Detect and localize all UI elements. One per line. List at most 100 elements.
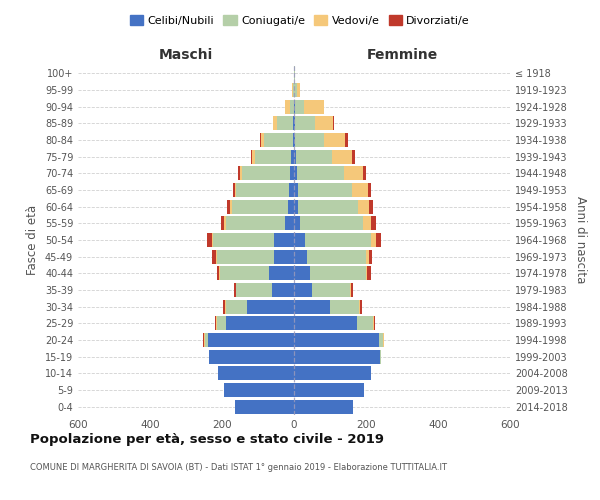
Bar (264, 133, 293, 147)
Bar (277, 116, 293, 130)
Bar (294, 200, 298, 214)
Bar (368, 183, 371, 197)
Bar (373, 316, 374, 330)
Bar (269, 266, 294, 280)
Bar (294, 183, 298, 197)
Bar (366, 250, 369, 264)
Bar (367, 266, 371, 280)
Bar (274, 116, 277, 130)
Bar (213, 233, 274, 247)
Bar (217, 250, 274, 264)
Bar (273, 116, 274, 130)
Bar (293, 133, 294, 147)
Bar (294, 283, 312, 297)
Bar (330, 300, 359, 314)
Bar (217, 316, 226, 330)
Bar (312, 283, 350, 297)
Bar (232, 200, 287, 214)
Bar (212, 250, 216, 264)
Bar (358, 200, 368, 214)
Bar (295, 133, 324, 147)
Bar (218, 366, 294, 380)
Bar (380, 350, 382, 364)
Bar (296, 150, 332, 164)
Bar (230, 200, 232, 214)
Bar (215, 316, 216, 330)
Legend: Celibi/Nubili, Coniugati/e, Vedovi/e, Divorziati/e: Celibi/Nubili, Coniugati/e, Vedovi/e, Di… (125, 10, 475, 30)
Bar (293, 116, 294, 130)
Bar (205, 333, 208, 347)
Bar (255, 150, 291, 164)
Bar (293, 83, 294, 97)
Bar (204, 333, 205, 347)
Bar (224, 216, 226, 230)
Bar (242, 166, 290, 180)
Bar (295, 116, 314, 130)
Bar (304, 100, 323, 114)
Bar (235, 183, 236, 197)
Bar (226, 216, 285, 230)
Bar (294, 66, 295, 80)
Bar (294, 383, 364, 397)
Bar (291, 150, 294, 164)
Bar (352, 150, 355, 164)
Bar (364, 166, 367, 180)
Bar (227, 200, 230, 214)
Bar (297, 83, 301, 97)
Bar (286, 100, 290, 114)
Bar (236, 183, 289, 197)
Bar (274, 233, 294, 247)
Bar (235, 400, 294, 414)
Bar (238, 166, 240, 180)
Bar (324, 133, 346, 147)
Bar (216, 250, 217, 264)
Text: Femmine: Femmine (367, 48, 437, 62)
Bar (294, 133, 295, 147)
Bar (371, 216, 376, 230)
Bar (332, 116, 334, 130)
Bar (217, 266, 220, 280)
Bar (234, 283, 236, 297)
Bar (297, 166, 344, 180)
Bar (203, 333, 204, 347)
Bar (376, 233, 381, 247)
Bar (226, 300, 247, 314)
Bar (295, 100, 304, 114)
Bar (240, 166, 242, 180)
Bar (351, 283, 353, 297)
Bar (252, 150, 255, 164)
Bar (294, 266, 310, 280)
Bar (294, 400, 353, 414)
Bar (272, 283, 294, 297)
Bar (294, 366, 371, 380)
Bar (294, 333, 379, 347)
Bar (290, 166, 294, 180)
Bar (294, 216, 301, 230)
Bar (359, 300, 360, 314)
Bar (369, 250, 373, 264)
Bar (212, 233, 213, 247)
Bar (298, 200, 358, 214)
Text: COMUNE DI MARGHERITA DI SAVOIA (BT) - Dati ISTAT 1° gennaio 2019 - Elaborazione : COMUNE DI MARGHERITA DI SAVOIA (BT) - Da… (30, 462, 447, 471)
Y-axis label: Anni di nascita: Anni di nascita (574, 196, 587, 284)
Bar (294, 350, 380, 364)
Bar (274, 250, 294, 264)
Bar (209, 350, 294, 364)
Bar (294, 83, 297, 97)
Bar (352, 183, 368, 197)
Bar (208, 333, 294, 347)
Bar (287, 200, 294, 214)
Bar (294, 300, 330, 314)
Bar (224, 383, 294, 397)
Bar (285, 216, 294, 230)
Bar (371, 233, 376, 247)
Bar (314, 116, 332, 130)
Bar (260, 133, 264, 147)
Bar (294, 166, 297, 180)
Bar (251, 150, 252, 164)
Bar (307, 250, 366, 264)
Text: Popolazione per età, sesso e stato civile - 2019: Popolazione per età, sesso e stato civil… (30, 432, 384, 446)
Bar (344, 166, 364, 180)
Bar (233, 183, 235, 197)
Bar (294, 116, 295, 130)
